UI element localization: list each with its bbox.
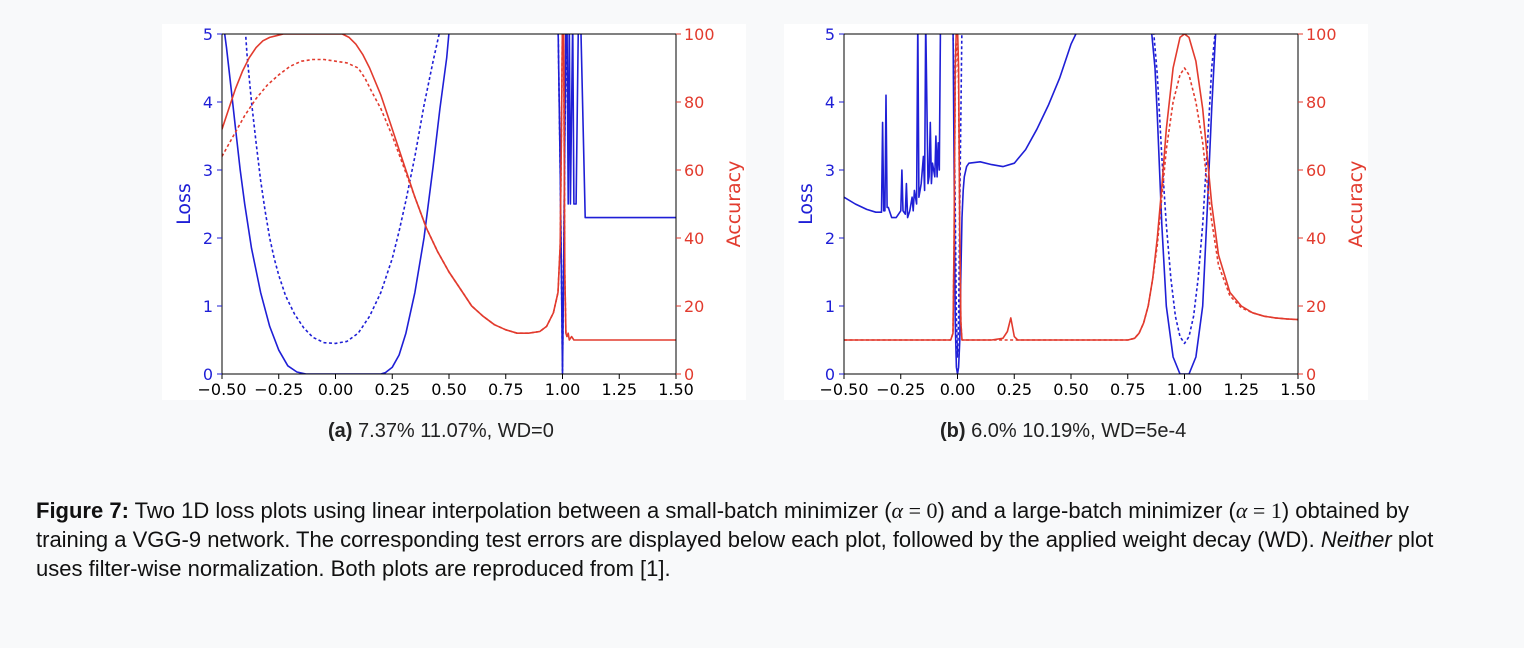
equals-symbol-2: = [1247,498,1271,523]
x-tick-label: 1.50 [1280,380,1316,399]
left-axis-label: Loss [173,183,195,225]
right-tick-label: 40 [684,229,704,248]
accuracy-dashed-line [222,34,568,337]
accuracy-solid-line [844,34,1298,341]
right-tick-label: 80 [1306,93,1326,112]
left-tick-label: 1 [825,297,835,316]
subcaption-b-label: (b) [940,420,966,442]
x-tick-label: 0.75 [488,380,524,399]
left-axis-label: Loss [795,183,817,225]
x-tick-label: −0.50 [819,380,868,399]
left-tick-label: 1 [203,297,213,316]
left-tick-label: 4 [203,93,213,112]
right-tick-label: 20 [684,297,704,316]
x-tick-label: −0.25 [876,380,925,399]
chart-b-svg: −0.50 −0.25 0.00 0.25 0.50 0.75 1.00 1.25 1.5001… [795,25,1367,399]
right-tick-label: 0 [1306,365,1316,384]
equals-symbol: = [903,498,927,523]
right-tick-label: 0 [684,365,694,384]
right-tick-label: 80 [684,93,704,112]
chart-panel-b: −0.50 −0.25 0.00 0.25 0.50 0.75 1.00 1.25 1.50 0 1… [784,24,1368,400]
alpha-zero: 0 [926,498,938,523]
left-tick-label: 3 [825,161,835,180]
subcaption-b-text: 6.0% 10.19%, WD=5e-4 [965,420,1187,442]
x-tick-label: 0.50 [431,380,467,399]
x-tick-label: 0.75 [1110,380,1146,399]
plot-frame [221,33,677,375]
left-tick-label: 0 [825,365,835,384]
caption-neither: Neither [1320,527,1392,552]
caption-text-4: plot uses filter-wise normalization. Bot… [36,527,1434,581]
left-tick-label: 2 [203,229,213,248]
x-tick-label: 1.25 [1223,380,1259,399]
accuracy-solid-line [222,34,676,341]
figure-label: Figure 7: [36,498,129,523]
subcaption-a-text: 7.37% 11.07%, WD=0 [352,420,554,442]
subcaption-a-label: (a) [328,420,353,442]
left-tick-label: 5 [203,25,213,44]
alpha-symbol: α [891,498,904,523]
right-tick-label: 20 [1306,297,1326,316]
right-tick-label: 100 [1306,25,1337,44]
chart-panel-a: −0.50 −0.25 0.00 0.25 0.50 0.75 1.00 1.25 1.50 0 1… [162,24,746,400]
alpha-one: 1 [1270,498,1282,523]
plot-area [844,34,1298,374]
loss-dashed-line [244,34,568,372]
right-tick-label: 60 [1306,161,1326,180]
right-tick-label: 60 [684,161,704,180]
subcaption-b: (b) 6.0% 10.19%, WD=5e-4 [940,420,1186,443]
x-tick-label: 0.00 [940,380,976,399]
x-tick-label: 1.50 [658,380,694,399]
loss-solid-line [223,34,676,374]
right-axis-label: Accuracy [1345,161,1367,248]
left-tick-label: 2 [825,229,835,248]
x-tick-label: 0.50 [1053,380,1089,399]
right-tick-label: 100 [684,25,715,44]
left-tick-label: 4 [825,93,835,112]
left-tick-label: 3 [203,161,213,180]
loss-solid-line [844,34,1217,374]
caption-text-1: Two 1D loss plots using linear interpola… [128,498,892,523]
chart-a-svg: −0.50 −0.25 0.00 0.25 0.50 0.75 1.00 1.25 1.5001… [173,25,745,399]
x-tick-label: 0.25 [996,380,1032,399]
right-tick-label: 40 [1306,229,1326,248]
x-tick-label: 1.00 [545,380,581,399]
x-tick-label: −0.50 [197,380,246,399]
x-tick-label: 0.25 [374,380,410,399]
left-tick-label: 5 [825,25,835,44]
right-axis-label: Accuracy [723,161,745,248]
plot-area [222,34,676,374]
x-tick-label: −0.25 [254,380,303,399]
left-tick-label: 0 [203,365,213,384]
x-tick-label: 0.00 [318,380,354,399]
accuracy-dashed-line [844,43,1298,341]
caption-text-3: ) obtained by training a VGG-9 network. … [36,498,1410,552]
loss-dashed-line [952,34,1216,358]
alpha-symbol-2: α [1235,498,1248,523]
x-tick-label: 1.25 [601,380,637,399]
caption-text-2: ) and a large-batch minimizer ( [937,498,1236,523]
x-tick-label: 1.00 [1167,380,1203,399]
figure-caption: Figure 7: Two 1D loss plots using linear… [36,496,1456,583]
subcaption-a: (a) 7.37% 11.07%, WD=0 [328,420,554,443]
